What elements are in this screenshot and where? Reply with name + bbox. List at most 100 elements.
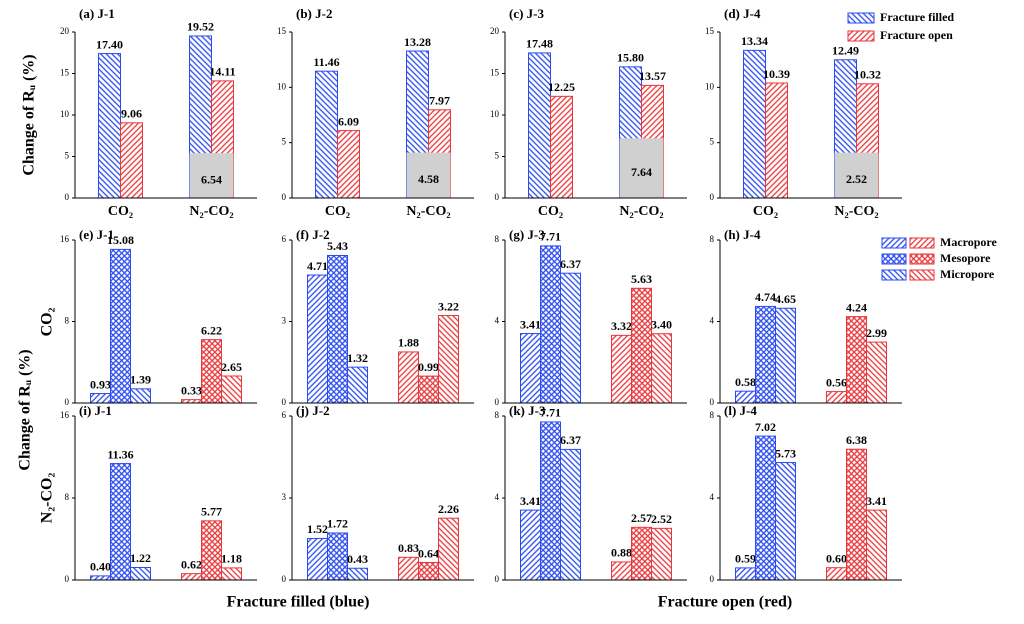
y-tick-label: 15 [60, 68, 70, 78]
value-label: 9.06 [121, 107, 142, 121]
value-label: 7.02 [755, 420, 776, 434]
y-tick-label: 0 [495, 397, 500, 407]
bar [221, 567, 242, 581]
y-tick-label: 0 [710, 574, 715, 584]
bar [611, 334, 632, 404]
value-label: 0.43 [347, 552, 368, 566]
y-tick-label: 5 [282, 137, 287, 147]
bar [631, 287, 652, 404]
value-label: 6.37 [560, 257, 581, 271]
value-label: 7.97 [429, 94, 450, 108]
panel-title: (h) J-4 [724, 227, 761, 242]
value-label: 13.57 [639, 69, 666, 83]
value-label: 5.63 [631, 272, 652, 286]
y-tick-label: 0 [282, 574, 287, 584]
shade-label: 6.54 [201, 172, 222, 186]
bar [307, 274, 328, 404]
value-label: 3.41 [866, 494, 887, 508]
y-tick-label: 6 [282, 234, 287, 244]
value-label: 6.37 [560, 433, 581, 447]
panel-title: (l) J-4 [724, 403, 757, 418]
bar [775, 462, 796, 581]
value-label: 14.11 [209, 65, 235, 79]
y-tick-label: 0 [282, 397, 287, 407]
panel-title: (j) J-2 [296, 403, 330, 418]
value-label: 4.24 [846, 300, 867, 314]
y-tick-label: 0 [65, 574, 70, 584]
y-tick-label: 20 [490, 26, 500, 36]
panel-title: (k) J-3 [509, 403, 546, 418]
bar [90, 393, 111, 404]
value-label: 0.62 [181, 557, 202, 571]
bar [110, 248, 131, 404]
panel-title: (f) J-2 [296, 227, 330, 242]
bar [347, 366, 368, 404]
bar [550, 95, 573, 199]
legend-label: Fracture open [880, 28, 953, 42]
y-tick-label: 15 [277, 26, 287, 36]
y-tick-label: 10 [277, 81, 287, 91]
bar [347, 567, 368, 581]
y-tick-label: 8 [495, 234, 500, 244]
value-label: 1.22 [130, 551, 151, 565]
bar [528, 52, 551, 199]
value-label: 2.26 [438, 502, 459, 516]
value-label: 13.34 [741, 34, 768, 48]
y-tick-label: 3 [282, 492, 287, 502]
panel-title: (g) J-3 [509, 227, 545, 242]
bar [398, 556, 419, 581]
bar [221, 375, 242, 404]
value-label: 1.32 [347, 351, 368, 365]
value-label: 0.64 [418, 546, 439, 560]
legend-label: Micropore [940, 267, 995, 281]
value-label: 5.77 [201, 505, 222, 519]
y-tick-label: 0 [495, 192, 500, 202]
bar [866, 509, 887, 581]
bar [651, 333, 672, 404]
y-tick-label: 16 [60, 234, 70, 244]
bar [540, 245, 561, 404]
y-tick-label: 5 [65, 151, 70, 161]
value-label: 4.71 [307, 259, 328, 273]
y-tick-label: 0 [65, 397, 70, 407]
bar [327, 254, 348, 404]
panel-title: (a) J-1 [79, 6, 115, 21]
y-tick-label: 15 [490, 68, 500, 78]
shade-box [406, 152, 451, 198]
legend-swatch [909, 237, 935, 249]
value-label: 0.88 [611, 546, 632, 560]
y-tick-label: 5 [495, 151, 500, 161]
y-tick-label: 8 [710, 410, 715, 420]
bar [418, 375, 439, 404]
value-label: 7.71 [540, 230, 561, 244]
bar [438, 315, 459, 404]
y-axis-label: Change of Rᵤ (%) [17, 349, 34, 470]
legend-swatch [909, 269, 935, 281]
bar [438, 517, 459, 581]
bar [90, 575, 111, 581]
legend-swatch [847, 30, 875, 42]
bar [846, 448, 867, 581]
y-axis-label: Change of Rᵤ (%) [21, 54, 38, 175]
value-label: 2.52 [651, 512, 672, 526]
bar [651, 527, 672, 581]
row-label: CO₂ [39, 307, 56, 336]
value-label: 11.36 [107, 447, 133, 461]
y-tick-label: 0 [495, 574, 500, 584]
shade-box [619, 138, 664, 198]
bar [520, 333, 541, 404]
panel-title: (i) J-1 [79, 403, 112, 418]
legend-label: Mesopore [940, 251, 991, 265]
value-label: 0.59 [735, 552, 756, 566]
panel-title: (c) J-3 [509, 6, 545, 21]
y-tick-label: 4 [495, 492, 500, 502]
y-tick-label: 6 [282, 410, 287, 420]
value-label: 1.88 [398, 336, 419, 350]
value-label: 0.33 [181, 383, 202, 397]
value-label: 13.28 [404, 35, 431, 49]
y-tick-label: 0 [710, 397, 715, 407]
shade-label: 2.52 [846, 172, 867, 186]
value-label: 0.93 [90, 377, 111, 391]
bar [181, 573, 202, 581]
